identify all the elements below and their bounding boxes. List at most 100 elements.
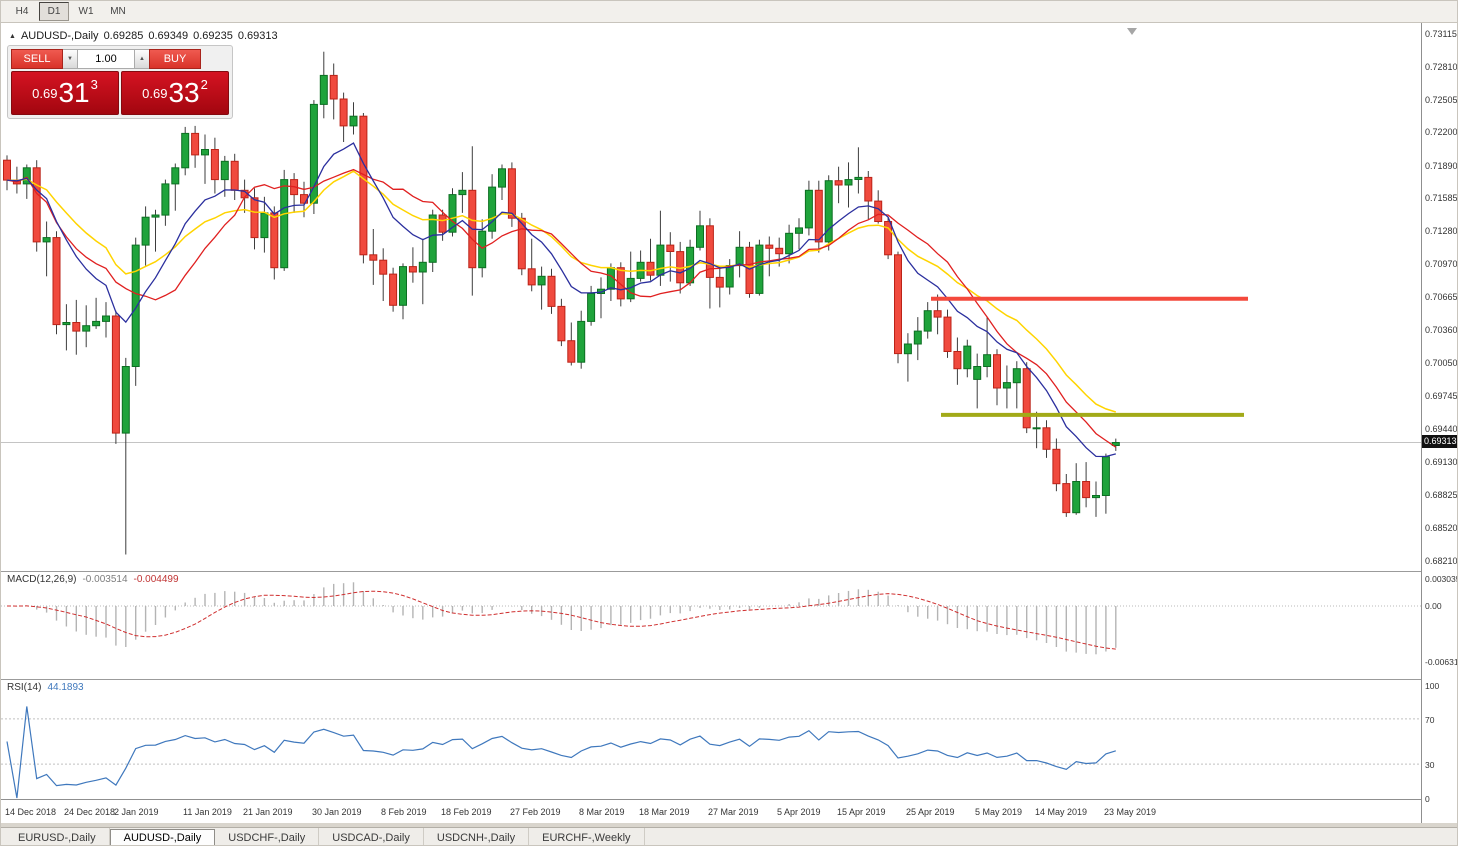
chart-tab-usdcad[interactable]: USDCAD-,Daily: [319, 828, 424, 845]
window-strip: [1, 823, 1457, 827]
macd-signal-value: -0.004499: [133, 574, 179, 585]
volume-input[interactable]: [77, 49, 135, 69]
timeframe-button-mn[interactable]: MN: [103, 2, 133, 21]
volume-decrease-button[interactable]: ▼: [63, 49, 77, 69]
ohlc-open: 0.69285: [103, 30, 144, 42]
buy-price-big: 33: [168, 77, 200, 108]
candlestick-series: [3, 51, 1120, 555]
timeframe-button-h4[interactable]: H4: [7, 2, 37, 21]
date-axis-label: 14 May 2019: [1035, 807, 1088, 817]
date-axis-label: 11 Jan 2019: [183, 807, 232, 817]
price-axis[interactable]: 0.69313 0.73115 0.72810 0.72505 0.72200 0.71…: [1422, 23, 1458, 823]
date-axis-label: 27 Mar 2019: [708, 807, 759, 817]
chart-tab-eurchf[interactable]: EURCHF-,Weekly: [529, 828, 645, 845]
current-price-tag: 0.69313: [1422, 435, 1457, 448]
macd-indicator-panel[interactable]: [1, 571, 1421, 679]
date-axis-label: 27 Feb 2019: [510, 807, 561, 817]
rsi-panel-separator[interactable]: [1, 679, 1457, 680]
price-axis-label: 0.70970: [1425, 259, 1458, 269]
price-axis-label: 0.70360: [1425, 325, 1458, 335]
date-axis-label: 2 Jan 2019: [114, 807, 159, 817]
buy-price-pip: 2: [200, 76, 208, 92]
date-axis-label: 30 Jan 2019: [312, 807, 362, 817]
rsi-axis-label: 30: [1425, 760, 1435, 770]
date-axis-label: 21 Jan 2019: [243, 807, 293, 817]
price-axis-label: 0.73115: [1425, 29, 1457, 39]
chart-tab-audusd[interactable]: AUDUSD-,Daily: [109, 829, 216, 845]
rsi-indicator-panel[interactable]: [1, 679, 1421, 799]
date-axis-label: 8 Feb 2019: [381, 807, 427, 817]
buy-price-prefix: 0.69: [142, 85, 168, 101]
rsi-line: [6, 706, 1116, 799]
volume-increase-button[interactable]: ▲: [135, 49, 149, 69]
date-axis-label: 18 Mar 2019: [639, 807, 690, 817]
date-axis-label: 25 Apr 2019: [906, 807, 955, 817]
chart-tabs-bar: EURUSD-,Daily AUDUSD-,Daily USDCHF-,Daily U…: [1, 827, 1457, 845]
date-axis[interactable]: 14 Dec 2018 24 Dec 2018 2 Jan 2019 11 Jan 2…: [1, 799, 1421, 824]
chart-ohlc-header: ▲ AUDUSD-,Daily 0.69285 0.69349 0.69235 0.693…: [9, 30, 283, 42]
date-axis-label: 5 Apr 2019: [777, 807, 821, 817]
symbol-marker-icon: ▲: [9, 33, 16, 40]
sell-button[interactable]: SELL: [11, 49, 63, 69]
rsi-axis-label: 0: [1425, 794, 1430, 804]
macd-name: MACD(12,26,9): [7, 574, 77, 585]
ma-fast-line: [6, 142, 1116, 458]
sell-price-display[interactable]: 0.69 31 3: [11, 71, 119, 115]
date-axis-label: 23 May 2019: [1104, 807, 1157, 817]
price-axis-label: 0.69130: [1425, 457, 1458, 467]
volume-up-icon: ▲: [139, 56, 145, 62]
chart-tab-usdchf[interactable]: USDCHF-,Daily: [215, 828, 320, 845]
price-axis-label: 0.68520: [1425, 523, 1458, 533]
timeframe-button-w1[interactable]: W1: [71, 2, 101, 21]
timeframe-button-d1[interactable]: D1: [39, 2, 69, 21]
date-axis-label: 14 Dec 2018: [5, 807, 57, 817]
macd-panel-separator[interactable]: [1, 571, 1457, 572]
macd-label: MACD(12,26,9) -0.003514 -0.004499: [7, 574, 179, 585]
rsi-name: RSI(14): [7, 682, 42, 693]
sell-price-prefix: 0.69: [32, 85, 58, 101]
volume-down-icon: ▼: [67, 56, 73, 62]
rsi-axis-label: 100: [1425, 681, 1440, 691]
price-axis-label: 0.68825: [1425, 490, 1458, 500]
price-axis-label: 0.69745: [1425, 391, 1458, 401]
chart-tab-usdcnh[interactable]: USDCNH-,Daily: [424, 828, 530, 845]
ohlc-high: 0.69349: [148, 30, 189, 42]
date-axis-label: 24 Dec 2018: [64, 807, 116, 817]
price-axis-label: 0.68210: [1425, 556, 1458, 566]
sell-price-pip: 3: [90, 76, 98, 92]
ohlc-low: 0.69235: [193, 30, 233, 42]
macd-axis-label: 0.003035: [1425, 574, 1458, 584]
date-axis-label: 8 Mar 2019: [579, 807, 625, 817]
sell-price-big: 31: [58, 77, 90, 108]
rsi-value: 44.1893: [47, 682, 84, 693]
rsi-axis-label: 70: [1425, 715, 1435, 725]
price-axis-separator: [1421, 23, 1422, 823]
chart-tab-eurusd[interactable]: EURUSD-,Daily: [5, 828, 110, 845]
buy-price-display[interactable]: 0.69 33 2: [121, 71, 229, 115]
ma-slow-line: [6, 170, 1117, 413]
macd-main-value: -0.003514: [82, 574, 128, 585]
macd-signal-line: [6, 590, 1116, 650]
price-axis-label: 0.71280: [1425, 226, 1458, 236]
price-axis-label: 0.70665: [1425, 292, 1458, 302]
price-axis-label: 0.72810: [1425, 62, 1458, 72]
price-axis-label: 0.72200: [1425, 127, 1458, 137]
date-axis-label: 18 Feb 2019: [441, 807, 492, 817]
price-axis-label: 0.71585: [1425, 193, 1458, 203]
timeframe-toolbar: H4 D1 W1 MN: [1, 1, 1457, 23]
price-axis-label: 0.72505: [1425, 95, 1458, 105]
ma-mid-line: [6, 168, 1117, 448]
ohlc-close: 0.69313: [237, 30, 278, 42]
macd-axis-label: 0.00: [1425, 601, 1442, 611]
price-chart[interactable]: [1, 23, 1421, 571]
price-axis-label: 0.69440: [1425, 424, 1458, 434]
price-axis-label: 0.71890: [1425, 161, 1458, 171]
chart-shift-marker-icon[interactable]: [1127, 28, 1137, 35]
price-axis-label: 0.70050: [1425, 358, 1458, 368]
date-axis-label: 15 Apr 2019: [837, 807, 886, 817]
buy-button[interactable]: BUY: [149, 49, 201, 69]
date-axis-label: 5 May 2019: [975, 807, 1023, 817]
